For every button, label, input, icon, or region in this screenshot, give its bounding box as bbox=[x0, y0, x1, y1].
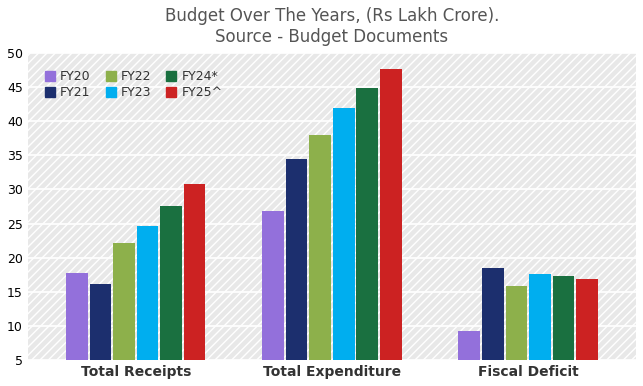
Title: Budget Over The Years, (Rs Lakh Crore).
Source - Budget Documents: Budget Over The Years, (Rs Lakh Crore). … bbox=[165, 7, 499, 46]
Bar bbox=[529, 274, 551, 386]
Bar bbox=[160, 206, 182, 386]
Bar bbox=[482, 268, 503, 386]
Bar bbox=[458, 331, 480, 386]
Bar bbox=[285, 159, 307, 386]
Bar bbox=[184, 184, 205, 386]
Bar bbox=[309, 135, 331, 386]
Bar bbox=[66, 273, 87, 386]
Bar bbox=[113, 243, 135, 386]
Bar bbox=[576, 279, 598, 386]
Legend: FY20, FY21, FY22, FY23, FY24*, FY25^: FY20, FY21, FY22, FY23, FY24*, FY25^ bbox=[40, 65, 228, 104]
Bar bbox=[137, 226, 158, 386]
Bar bbox=[505, 286, 527, 386]
Bar bbox=[552, 276, 574, 386]
Bar bbox=[380, 69, 402, 386]
Bar bbox=[89, 284, 111, 386]
Bar bbox=[262, 211, 284, 386]
Bar bbox=[333, 108, 354, 386]
Bar bbox=[356, 88, 378, 386]
